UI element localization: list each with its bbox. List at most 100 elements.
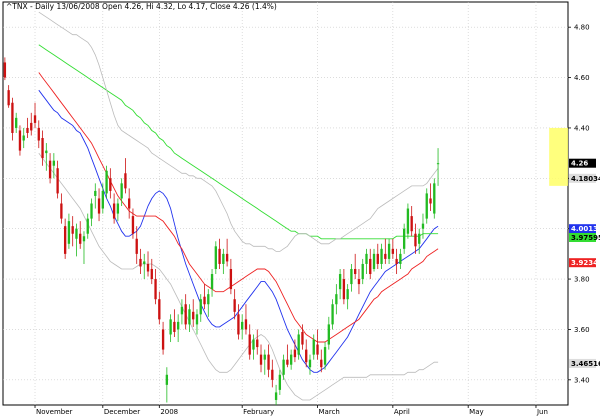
price-badge	[569, 258, 596, 268]
candle-body	[176, 321, 180, 330]
candle-body	[376, 253, 379, 264]
price-badge	[569, 158, 596, 168]
candle-body	[82, 236, 86, 242]
x-tick-label: February	[243, 408, 274, 416]
candle-body	[225, 253, 229, 262]
price-badge	[569, 233, 596, 243]
candle-body	[429, 198, 432, 204]
candle-body	[244, 319, 248, 330]
price-badge	[569, 224, 596, 234]
candle-body	[165, 374, 169, 385]
candle-body	[128, 198, 131, 209]
candle-body	[233, 299, 236, 312]
candle-body	[372, 253, 376, 269]
price-badge-label: 4.26	[571, 160, 588, 168]
y-tick-label: 3.60	[574, 326, 590, 334]
candle-body	[293, 349, 297, 358]
candle-body	[335, 294, 338, 305]
candle-body	[308, 359, 312, 368]
candle-body	[380, 248, 383, 264]
x-tick-label: December	[104, 408, 140, 416]
candle-body	[387, 243, 391, 259]
price-badge-label: 3.46516	[571, 360, 600, 368]
candle-body	[203, 296, 206, 305]
candle-body	[305, 349, 308, 363]
candle-body	[109, 178, 112, 191]
candle-body	[37, 127, 40, 141]
candle-body	[354, 268, 357, 275]
candle-body	[433, 183, 436, 214]
candle-body	[33, 115, 37, 123]
candle-body	[237, 314, 240, 335]
candle-body	[188, 309, 191, 325]
candle-body	[90, 203, 93, 219]
highlight-rect	[549, 127, 568, 186]
x-tick-label: March	[319, 408, 340, 416]
candle-body	[406, 208, 410, 234]
candle-body	[256, 339, 259, 348]
candle-body	[56, 168, 59, 194]
candle-body	[425, 193, 428, 219]
candle-body	[22, 135, 25, 141]
x-tick-label: April	[394, 408, 410, 416]
candle-body	[346, 289, 349, 300]
candle-body	[158, 299, 161, 320]
candle-body	[357, 279, 361, 285]
chart-title: ^TNX - Daily 13/06/2008 Open 4.26, Hi 4.…	[6, 2, 277, 11]
candle-body	[316, 344, 319, 355]
candle-body	[297, 334, 300, 355]
candle-body	[18, 130, 22, 151]
candle-body	[161, 329, 165, 350]
candle-body	[75, 228, 78, 239]
candle-body	[180, 306, 184, 315]
candle-body	[207, 294, 210, 305]
candle-body	[399, 253, 402, 264]
series-band_lower	[38, 152, 439, 401]
candle-body	[60, 203, 63, 219]
candle-body	[116, 203, 120, 214]
x-tick-label: November	[36, 408, 73, 416]
candle-body	[3, 62, 7, 78]
candle-body	[263, 354, 266, 360]
candle-body	[192, 311, 195, 320]
candle-body	[342, 279, 346, 300]
candle-body	[15, 117, 18, 128]
candles	[3, 57, 440, 405]
candle-body	[71, 226, 74, 234]
candle-body	[327, 324, 330, 345]
candle-body	[67, 221, 71, 244]
candle-body	[45, 150, 48, 154]
x-tick-label: May	[469, 408, 483, 416]
candle-body	[312, 339, 315, 355]
candle-body	[79, 233, 82, 244]
candle-body	[418, 233, 421, 244]
candle-body	[286, 359, 289, 365]
candle-body	[350, 268, 353, 285]
candle-body	[210, 274, 214, 290]
candle-body	[421, 223, 425, 229]
candle-body	[11, 102, 14, 133]
candle-body	[30, 122, 33, 131]
candle-body	[94, 190, 97, 196]
series-band_upper	[38, 11, 439, 252]
candle-body	[146, 263, 150, 272]
candle-body	[131, 216, 135, 234]
series-ma_green	[38, 44, 439, 240]
candle-body	[436, 163, 440, 165]
candle-body	[124, 173, 127, 189]
y-tick-label: 4.80	[574, 24, 590, 32]
candle-body	[338, 274, 342, 290]
candle-body	[195, 314, 199, 325]
candle-body	[369, 258, 372, 275]
candle-body	[414, 233, 417, 247]
series-ma_red	[38, 72, 439, 343]
candle-body	[26, 127, 29, 133]
price-badge-label: 4.00135	[571, 225, 600, 233]
candle-body	[97, 198, 101, 214]
candle-body	[101, 190, 104, 209]
candle-body	[218, 248, 221, 264]
candle-body	[48, 160, 52, 179]
candle-body	[139, 258, 142, 267]
candle-body	[301, 331, 304, 345]
candle-body	[384, 253, 387, 259]
